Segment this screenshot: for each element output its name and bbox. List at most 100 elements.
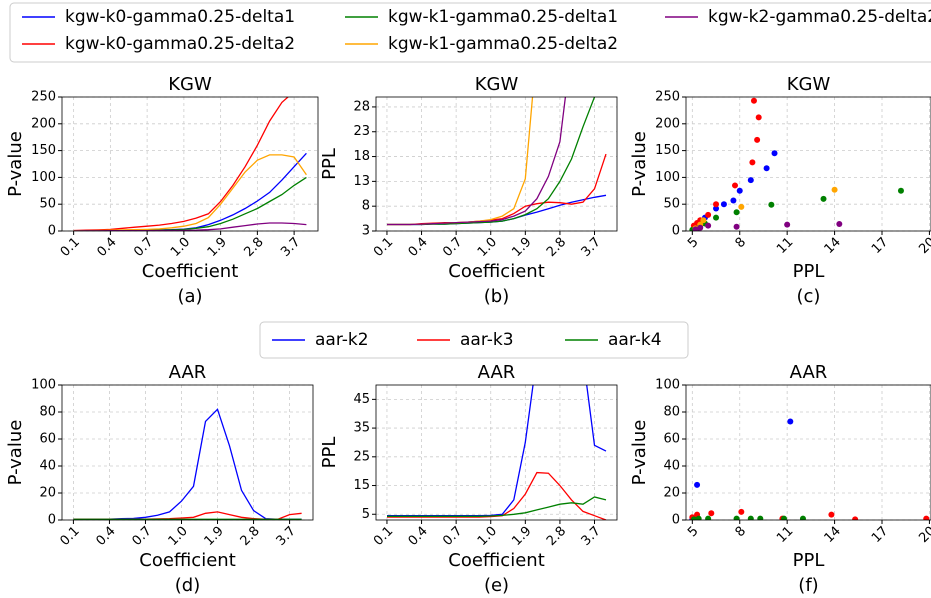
point — [733, 515, 740, 520]
x-tick-label: 3.7 — [274, 524, 299, 549]
x-tick-label: 0.1 — [371, 524, 396, 549]
point — [831, 186, 838, 193]
plot-area — [387, 385, 607, 520]
x-tick-label: 0.1 — [371, 235, 396, 260]
y-tick-label: 45 — [353, 392, 370, 407]
line — [387, 496, 607, 517]
y-tick-label: 0 — [48, 224, 56, 239]
x-tick-label: 5 — [685, 235, 701, 251]
caption: (e) — [484, 575, 509, 596]
plot-area — [387, 97, 607, 226]
point — [713, 201, 720, 208]
x-tick-label: 1.9 — [509, 524, 534, 549]
x-axis-label: Coefficient — [139, 550, 236, 571]
x-tick-label: 3.7 — [278, 235, 303, 260]
point — [713, 214, 720, 221]
y-tick-label: 80 — [39, 405, 56, 420]
x-tick-label: 0.7 — [440, 524, 465, 549]
point — [820, 195, 827, 202]
caption: (c) — [797, 286, 821, 307]
y-tick-label: 100 — [31, 378, 56, 393]
y-tick-label: 150 — [655, 143, 680, 158]
legend-label: aar-k3 — [460, 330, 514, 350]
legend-label: kgw-k0-gamma0.25-delta1 — [65, 7, 295, 27]
y-axis-label: P-value — [629, 420, 650, 486]
y-tick-label: 50 — [663, 197, 680, 212]
legend-label: kgw-k0-gamma0.25-delta2 — [65, 34, 295, 54]
x-tick-label: 1.9 — [205, 235, 230, 260]
point — [897, 187, 904, 194]
y-tick-label: 0 — [48, 513, 56, 528]
axes-frame — [61, 96, 319, 232]
y-tick-label: 13 — [353, 174, 370, 189]
point — [852, 516, 859, 520]
legend-box — [259, 321, 689, 359]
x-axis-label: Coefficient — [142, 261, 239, 282]
legend-label: aar-k2 — [315, 330, 369, 350]
point — [708, 510, 715, 517]
y-tick-label: 100 — [655, 378, 680, 393]
legend-label: kgw-k1-gamma0.25-delta1 — [388, 7, 618, 27]
x-tick-label: 8 — [733, 235, 749, 251]
chart-title: AAR — [169, 362, 207, 383]
point — [720, 201, 727, 208]
y-axis-label: PPL — [319, 148, 340, 180]
point — [771, 150, 778, 157]
caption: (a) — [177, 286, 202, 307]
chart-title: AAR — [478, 362, 516, 383]
point — [705, 222, 712, 229]
x-tick-label: 1.9 — [509, 235, 534, 260]
axes-frame — [685, 384, 931, 521]
y-tick-label: 5 — [362, 507, 370, 522]
x-tick-label: 0.7 — [440, 235, 465, 260]
x-tick-label: 0.1 — [58, 235, 83, 260]
legend-label: aar-k4 — [608, 330, 662, 350]
x-tick-label: 3.7 — [579, 235, 604, 260]
legend-box — [9, 2, 931, 63]
point — [713, 205, 720, 212]
axes-frame — [375, 384, 618, 521]
x-tick-label: 2.8 — [544, 235, 569, 260]
chart-title: KGW — [787, 74, 831, 95]
plot-area — [73, 97, 307, 231]
x-tick-label: 0.1 — [57, 524, 82, 549]
y-tick-label: 18 — [353, 149, 370, 164]
y-tick-label: 20 — [39, 486, 56, 501]
point — [787, 418, 794, 425]
plot-area — [689, 418, 930, 520]
point — [690, 516, 697, 520]
x-axis-label: PPL — [793, 261, 825, 282]
line — [73, 97, 289, 231]
y-tick-label: 3 — [362, 224, 370, 239]
x-tick-label: 1.0 — [475, 524, 500, 549]
y-tick-label: 25 — [353, 449, 370, 464]
y-tick-label: 23 — [353, 124, 370, 139]
y-axis-label: P-value — [629, 131, 650, 197]
y-tick-label: 100 — [655, 170, 680, 185]
y-tick-label: 40 — [663, 459, 680, 474]
y-tick-label: 0 — [672, 224, 680, 239]
x-tick-label: 20 — [916, 235, 931, 257]
point — [692, 226, 699, 231]
x-tick-label: 14 — [822, 235, 844, 257]
y-axis-label: P-value — [5, 131, 26, 197]
x-axis-label: Coefficient — [448, 550, 545, 571]
plot-area — [73, 408, 302, 520]
x-tick-label: 11 — [774, 524, 796, 546]
legend-label: kgw-k2-gamma0.25-delta2 — [708, 7, 931, 27]
axes-frame — [685, 96, 931, 232]
point — [749, 159, 756, 166]
y-tick-label: 50 — [39, 197, 56, 212]
x-tick-label: 0.4 — [406, 524, 431, 549]
x-tick-label: 2.8 — [238, 524, 263, 549]
point — [750, 97, 757, 104]
point — [694, 481, 701, 488]
point — [799, 515, 806, 520]
point — [700, 217, 707, 224]
caption: (b) — [484, 286, 509, 307]
y-tick-label: 15 — [353, 478, 370, 493]
point — [730, 197, 737, 204]
x-tick-label: 1.0 — [166, 524, 191, 549]
point — [697, 224, 704, 231]
